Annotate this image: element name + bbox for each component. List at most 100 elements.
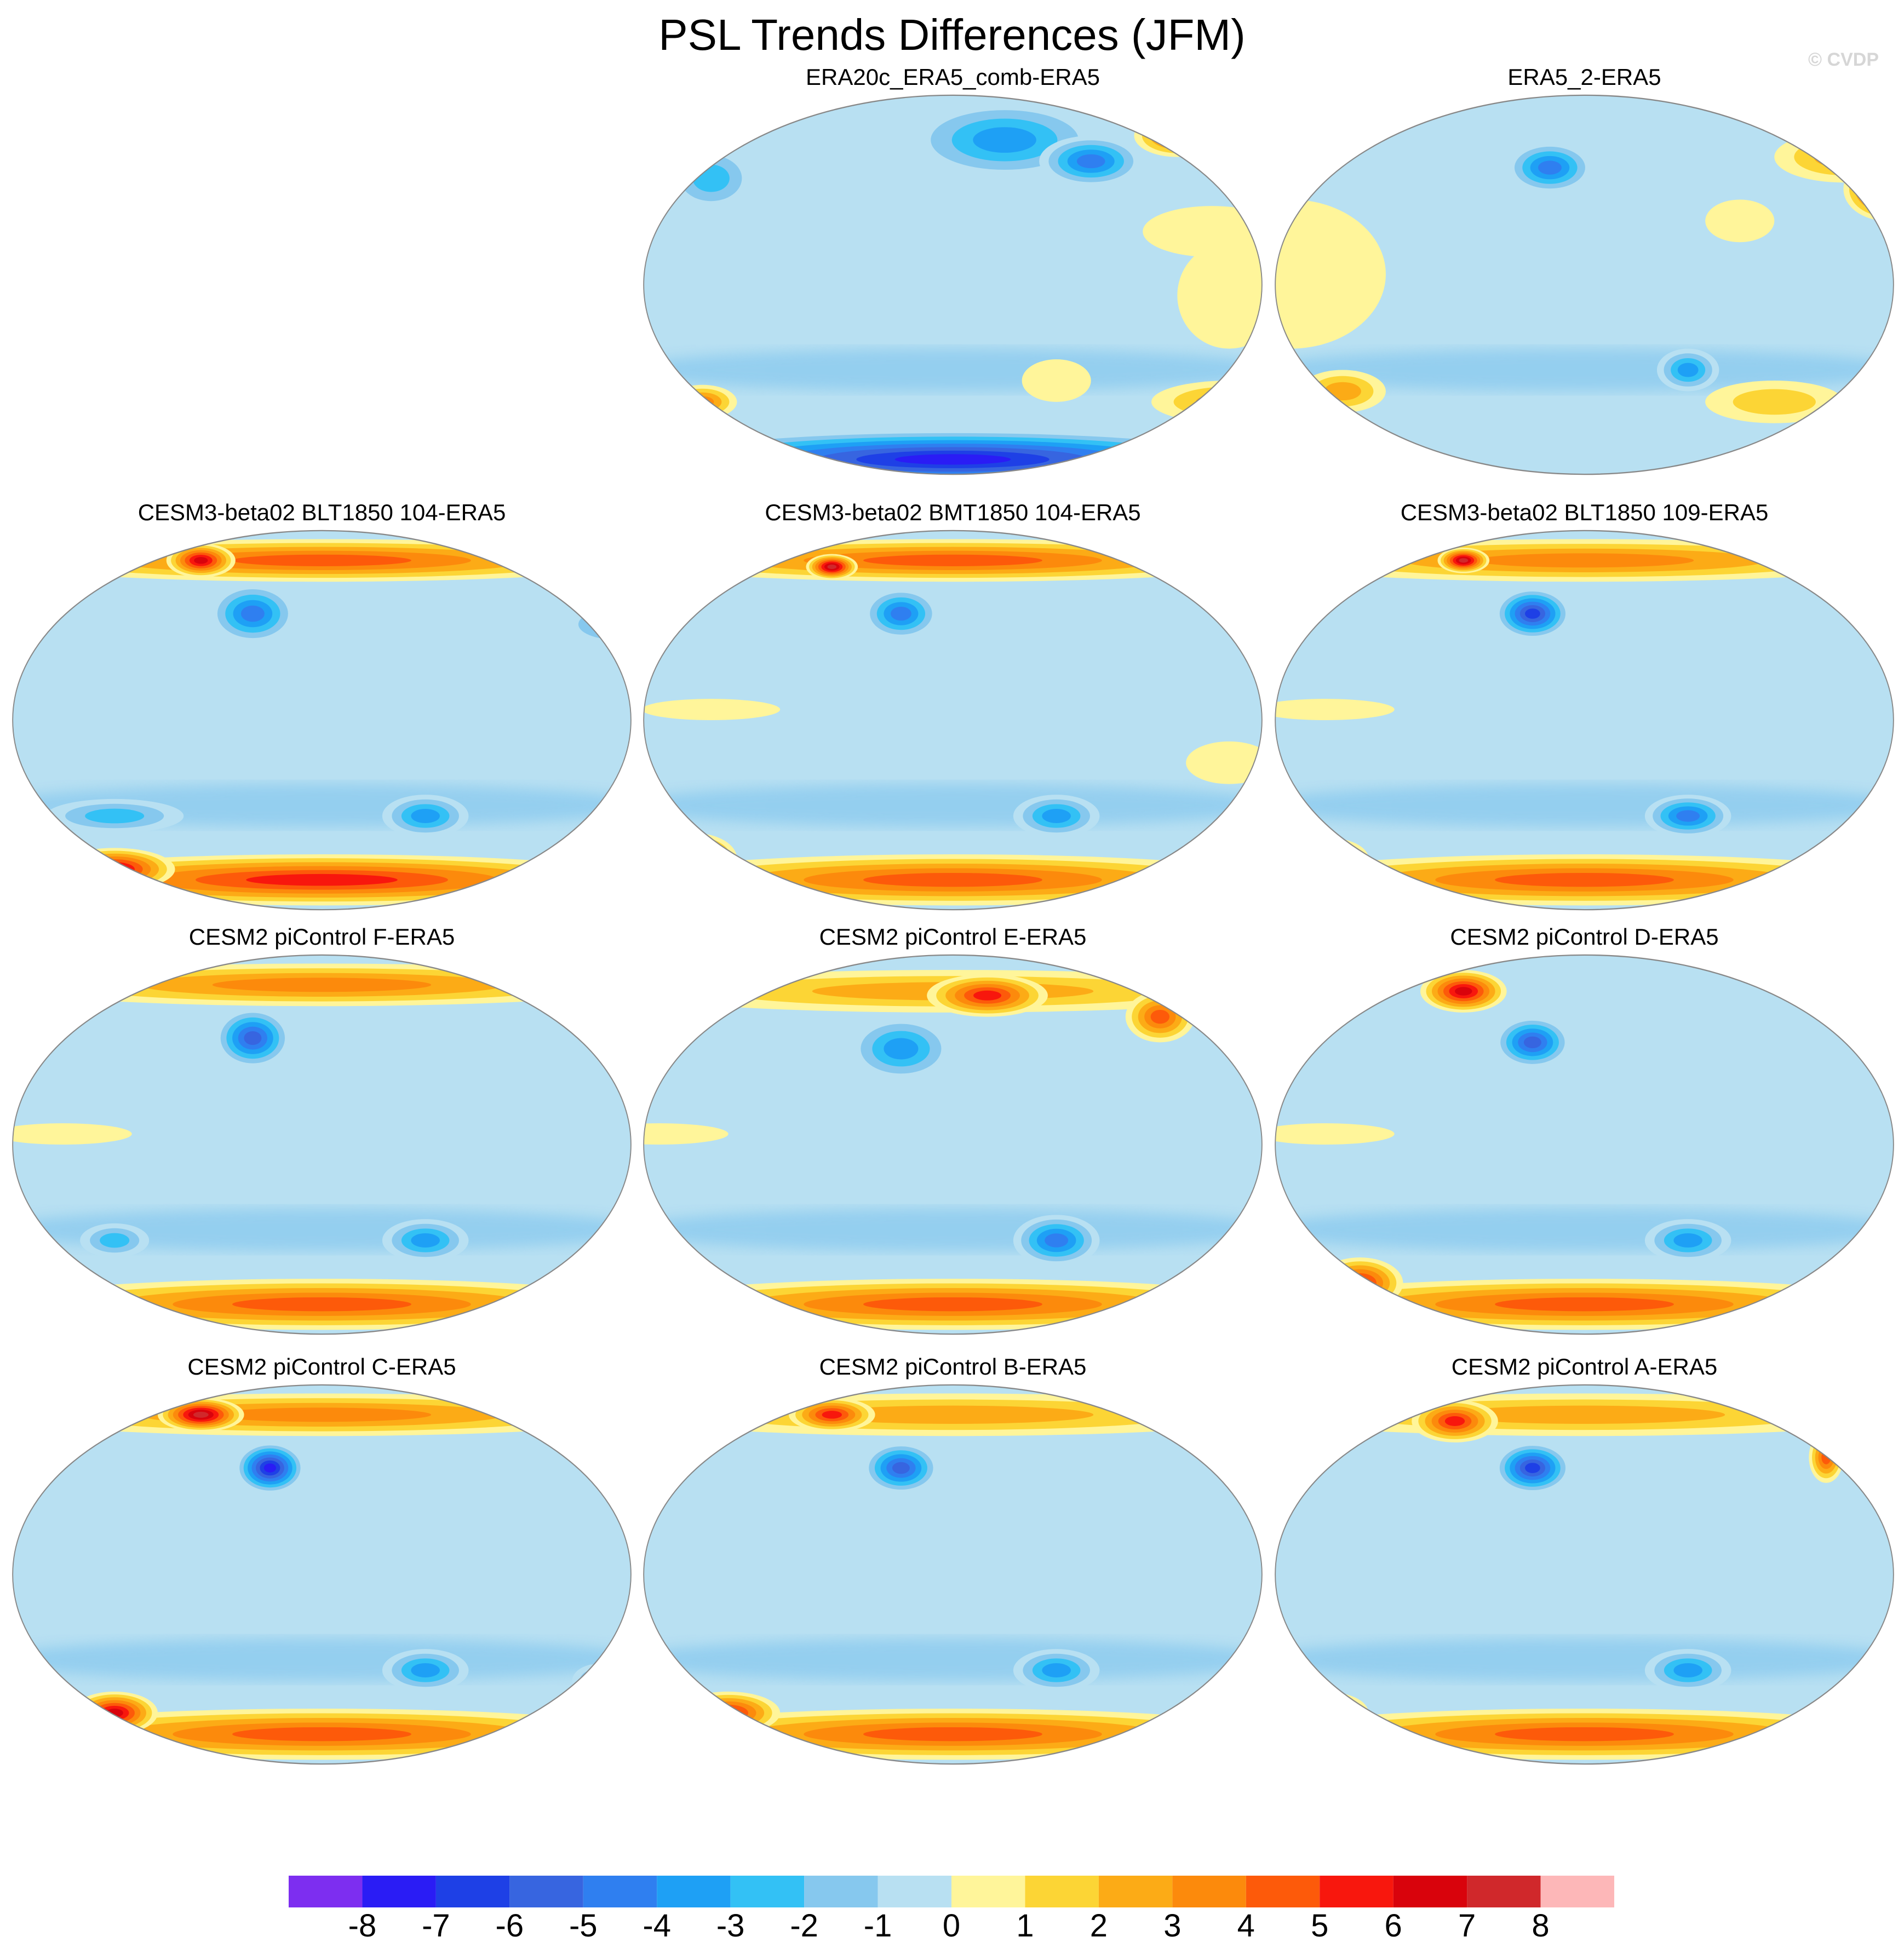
- mid-latitude-band: [1275, 348, 1894, 392]
- anomaly-contour: [244, 1031, 262, 1045]
- anomaly-contour: [863, 554, 1042, 566]
- world-map: [12, 954, 632, 1335]
- mid-latitude-band: [1275, 784, 1894, 827]
- anomaly-contour: [644, 1123, 729, 1145]
- world-map: [643, 94, 1263, 475]
- anomaly-contour: [13, 1123, 132, 1145]
- panel-title: CESM2 piControl E-ERA5: [819, 924, 1087, 950]
- anomaly-contour: [232, 554, 411, 566]
- world-map: [643, 530, 1263, 911]
- anomaly-contour: [1525, 608, 1540, 619]
- colorbar-tick-label: 3: [1163, 1908, 1182, 1944]
- colorbar-tick-label: -8: [348, 1908, 377, 1944]
- map-background: [1275, 530, 1894, 910]
- map-panel: CESM2 piControl B-ERA5: [642, 1353, 1264, 1769]
- panel-title: CESM3-beta02 BLT1850 109-ERA5: [1400, 499, 1769, 525]
- colorbar-tick-label: 4: [1237, 1908, 1255, 1944]
- map-panel: ERA5_2-ERA5: [1274, 63, 1895, 479]
- anomaly-contour: [863, 872, 1042, 887]
- anomaly-contour: [240, 605, 265, 622]
- anomaly-contour: [85, 808, 145, 824]
- mid-latitude-band: [13, 1208, 631, 1251]
- colorbar-tick-label: 1: [1016, 1908, 1034, 1944]
- world-map: [1275, 954, 1894, 1335]
- anomaly-contour: [100, 1233, 130, 1248]
- world-map: [1275, 1384, 1894, 1765]
- map-panel: CESM2 piControl A-ERA5: [1274, 1353, 1895, 1769]
- world-map: [12, 530, 632, 911]
- map-panel: CESM3-beta02 BMT1850 104-ERA5: [642, 498, 1264, 915]
- anomaly-contour: [1076, 154, 1105, 169]
- mid-latitude-band: [1275, 1208, 1894, 1251]
- mid-latitude-band: [644, 1208, 1262, 1251]
- anomaly-contour: [973, 990, 1002, 1001]
- anomaly-contour: [1045, 1233, 1069, 1248]
- colorbar-tick-label: -5: [569, 1908, 598, 1944]
- colorbar-tick-label: -6: [495, 1908, 524, 1944]
- panel-title: CESM2 piControl A-ERA5: [1451, 1354, 1718, 1380]
- map-panel: CESM2 piControl D-ERA5: [1274, 923, 1895, 1339]
- watermark: © CVDP: [1808, 49, 1879, 70]
- map-background: [13, 530, 631, 910]
- anomaly-contour: [1525, 1463, 1540, 1473]
- anomaly-contour: [1459, 558, 1469, 563]
- anomaly-contour: [1673, 1663, 1702, 1677]
- colorbar-tick-label: 0: [942, 1908, 961, 1944]
- panel-title: CESM2 piControl B-ERA5: [819, 1354, 1087, 1380]
- anomaly-contour: [194, 557, 208, 564]
- map-panel: CESM3-beta02 BLT1850 109-ERA5: [1274, 498, 1895, 915]
- colorbar-tick-label: -2: [790, 1908, 818, 1944]
- map-background: [1275, 1384, 1894, 1764]
- map-panel: ERA20c_ERA5_comb-ERA5: [642, 63, 1264, 479]
- map-background: [644, 530, 1262, 910]
- anomaly-contour: [246, 873, 398, 886]
- panel-title: CESM3-beta02 BMT1850 104-ERA5: [765, 499, 1141, 525]
- anomaly-contour: [212, 1407, 432, 1422]
- anomaly-contour: [1523, 1036, 1541, 1049]
- anomaly-contour: [411, 809, 440, 823]
- anomaly-contour: [812, 1405, 1094, 1424]
- colorbar-tick-label: 6: [1384, 1908, 1402, 1944]
- panel-title: CESM2 piControl D-ERA5: [1450, 924, 1719, 950]
- mid-latitude-band: [644, 1638, 1262, 1681]
- colorbar-tick-label: -4: [643, 1908, 671, 1944]
- mid-latitude-band: [13, 1638, 631, 1681]
- panel-title: ERA20c_ERA5_comb-ERA5: [806, 64, 1100, 90]
- anomaly-contour: [212, 978, 432, 992]
- anomaly-contour: [1042, 1663, 1071, 1677]
- anomaly-contour: [1455, 987, 1472, 996]
- map-background: [13, 955, 631, 1335]
- anomaly-contour: [1177, 242, 1262, 349]
- colorbar-tick-label: -7: [422, 1908, 450, 1944]
- world-map: [1275, 530, 1894, 911]
- anomaly-contour: [863, 1727, 1042, 1741]
- anomaly-contour: [1677, 363, 1699, 377]
- anomaly-contour: [1275, 699, 1395, 720]
- anomaly-contour: [892, 1462, 910, 1474]
- anomaly-contour: [894, 454, 1011, 465]
- anomaly-contour: [822, 1411, 842, 1419]
- anomaly-contour: [1475, 553, 1694, 568]
- panel-title: CESM2 piControl C-ERA5: [187, 1354, 456, 1380]
- anomaly-contour: [863, 1297, 1042, 1312]
- anomaly-contour: [1042, 809, 1071, 823]
- anomaly-contour: [1444, 1416, 1465, 1426]
- anomaly-contour: [1443, 1405, 1725, 1424]
- colorbar-tick-label: -3: [716, 1908, 745, 1944]
- anomaly-contour: [1733, 389, 1816, 415]
- anomaly-contour: [411, 1233, 440, 1248]
- anomaly-contour: [1705, 199, 1775, 243]
- world-map: [1275, 94, 1894, 475]
- panel-title: ERA5_2-ERA5: [1507, 64, 1661, 90]
- colorbar-tick-label: 2: [1089, 1908, 1108, 1944]
- anomaly-contour: [1495, 1297, 1674, 1312]
- map-panel: CESM2 piControl F-ERA5: [11, 923, 633, 1339]
- anomaly-contour: [1022, 359, 1091, 402]
- anomaly-contour: [1495, 872, 1674, 887]
- anomaly-contour: [891, 606, 911, 621]
- anomaly-contour: [1275, 1123, 1395, 1145]
- anomaly-contour: [827, 564, 837, 570]
- anomaly-contour: [1495, 1727, 1674, 1741]
